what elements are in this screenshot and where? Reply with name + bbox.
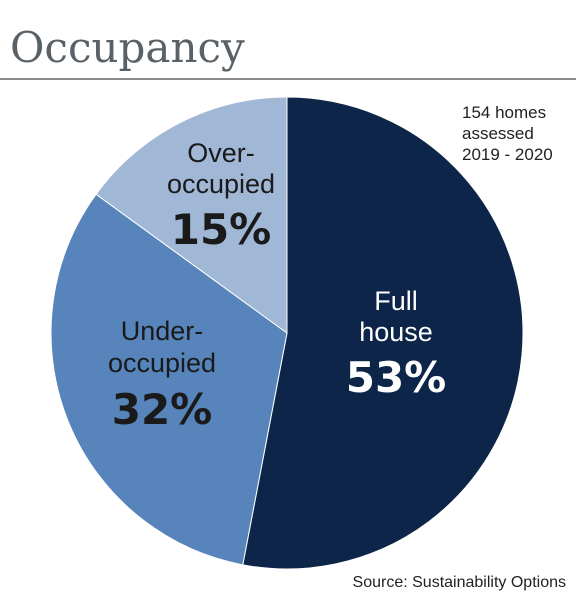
slice-label: occupied (167, 169, 275, 199)
source-credit: Source: Sustainability Options (352, 574, 566, 591)
pie-slice (50, 193, 288, 566)
slice-value-label: 53% (346, 353, 447, 402)
chart-title: Occupancy (10, 23, 245, 72)
slice-label: house (359, 317, 433, 347)
slice-label: occupied (108, 348, 216, 378)
slice-label: Over- (187, 138, 255, 168)
slice-value-label: 32% (112, 385, 213, 434)
sample-note: 154 homes assessed 2019 - 2020 (462, 102, 572, 165)
note-line: assessed (462, 124, 534, 143)
note-line: 2019 - 2020 (462, 145, 553, 164)
title-divider (0, 78, 576, 80)
slice-label: Full (374, 286, 418, 316)
slice-label: Under- (121, 316, 204, 346)
pie-slice (242, 96, 524, 570)
note-line: 154 homes (462, 103, 547, 122)
slice-value-label: 15% (171, 205, 272, 254)
pie-slice (95, 96, 288, 334)
